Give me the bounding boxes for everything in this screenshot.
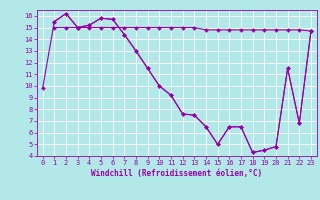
X-axis label: Windchill (Refroidissement éolien,°C): Windchill (Refroidissement éolien,°C) [91, 169, 262, 178]
